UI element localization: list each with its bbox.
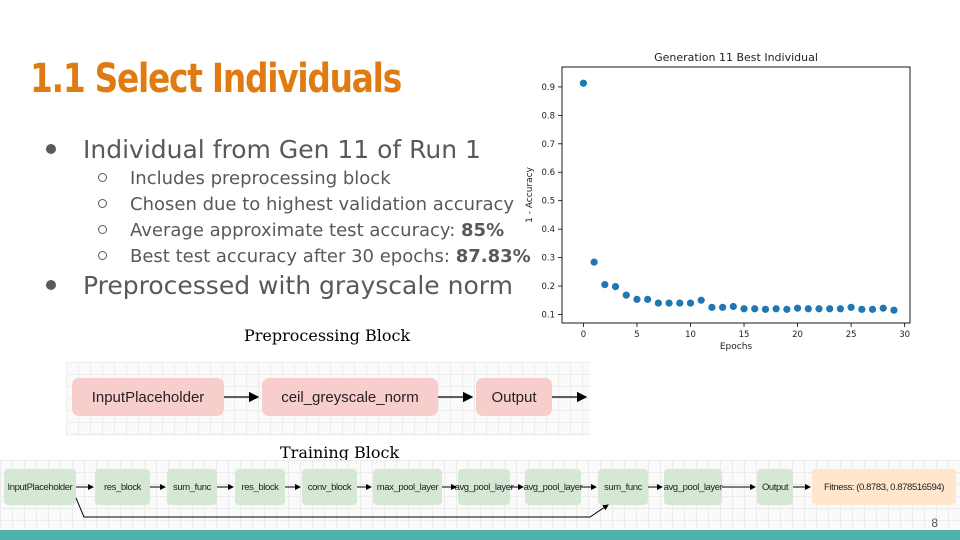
sub-bullet-best-accuracy: Best test accuracy after 30 epochs: 87.8… xyxy=(98,246,531,267)
sub-bullet-avg-accuracy: Average approximate test accuracy: 85% xyxy=(98,220,504,241)
data-point xyxy=(644,295,652,303)
training-node-input: InputPlaceholder xyxy=(4,469,76,505)
sub-bullet-ring xyxy=(98,224,107,234)
preprocessing-node-greyscale-norm: ceil_greyscale_norm xyxy=(262,378,438,416)
x-tick-label: 25 xyxy=(846,330,857,340)
data-point xyxy=(729,302,737,311)
best-accuracy-value: 87.83% xyxy=(455,246,531,267)
preprocessing-block-label: Preprocessing Block xyxy=(244,326,411,345)
data-point xyxy=(676,299,684,307)
data-point xyxy=(579,79,588,87)
training-node-avg-pool: avg_pool_layer xyxy=(455,469,514,505)
chart-title: Generation 11 Best Individual xyxy=(654,51,818,64)
data-point xyxy=(601,281,609,289)
data-point xyxy=(686,299,695,307)
preprocessing-node-output: Output xyxy=(476,378,552,416)
training-node-fitness: Fitness: (0.8783, 0.878516594) xyxy=(812,469,956,505)
slide-title: 1.1 Select Individuals xyxy=(30,56,402,102)
x-tick-label: 5 xyxy=(634,330,639,340)
data-point xyxy=(879,304,887,312)
data-point xyxy=(847,303,855,311)
training-node-output: Output xyxy=(757,469,793,505)
skip-connection-arrow xyxy=(75,497,609,518)
bullet-dot xyxy=(46,280,56,290)
data-point xyxy=(611,282,620,291)
preprocessing-node-input: InputPlaceholder xyxy=(72,378,224,416)
y-tick-label: 0.9 xyxy=(541,83,555,93)
data-point xyxy=(890,306,898,314)
data-point xyxy=(793,304,802,312)
data-point xyxy=(633,295,641,303)
data-point xyxy=(665,299,673,307)
x-tick-label: 15 xyxy=(739,330,750,340)
sub-bullet-ring xyxy=(98,198,107,208)
data-point xyxy=(719,303,727,311)
y-tick-label: 0.1 xyxy=(541,310,555,320)
training-node-avg-pool: avg_pool_layer xyxy=(524,469,583,505)
data-point xyxy=(783,305,791,313)
data-point xyxy=(804,305,812,313)
y-tick-label: 0.5 xyxy=(541,197,555,207)
bullet-dot xyxy=(46,144,56,154)
training-node-conv-block: conv_block xyxy=(302,469,357,505)
training-node-sum-func: sum_func xyxy=(167,469,217,505)
plot-frame xyxy=(561,66,911,324)
accuracy-scatter-chart: Generation 11 Best Individual 0 5 10 15 20 25 3… xyxy=(525,51,911,352)
x-tick-label: 0 xyxy=(581,330,586,340)
training-node-avg-pool: avg_pool_layer xyxy=(664,469,723,505)
data-point xyxy=(761,305,770,313)
data-point xyxy=(858,305,866,313)
y-tick-label: 0.4 xyxy=(541,225,555,235)
sub-bullet-validation: Chosen due to highest validation accurac… xyxy=(98,194,514,215)
data-point xyxy=(708,303,716,311)
y-tick-label: 0.6 xyxy=(541,168,555,178)
y-tick-label: 0.2 xyxy=(541,282,555,292)
data-point xyxy=(836,305,844,313)
data-point xyxy=(622,291,630,299)
bullet-individual: Individual from Gen 11 of Run 1 xyxy=(46,135,481,164)
page-number: 8 xyxy=(931,516,938,530)
bullet-grayscale: Preprocessed with grayscale norm xyxy=(46,271,513,300)
y-tick-label: 0.8 xyxy=(541,111,555,121)
y-tick-label: 0.7 xyxy=(541,140,555,150)
training-block-label: Training Block xyxy=(280,443,400,462)
data-point xyxy=(815,305,823,313)
y-tick-label: 0.3 xyxy=(541,254,555,264)
data-point xyxy=(751,305,759,313)
data-point xyxy=(740,305,748,313)
data-point xyxy=(590,258,598,266)
x-tick-label: 10 xyxy=(685,330,696,340)
data-point xyxy=(772,305,780,313)
y-axis-label: 1 - Accuracy xyxy=(525,166,535,222)
training-node-res-block: res_block xyxy=(235,469,285,505)
sub-bullet-ring xyxy=(98,172,107,182)
avg-accuracy-value: 85% xyxy=(461,220,505,241)
data-point xyxy=(654,299,662,307)
training-node-res-block: res_block xyxy=(95,469,150,505)
training-node-sum-func: sum_func xyxy=(598,469,648,505)
x-tick-label: 20 xyxy=(792,330,803,340)
data-point xyxy=(826,305,834,313)
sub-bullet-preprocessing: Includes preprocessing block xyxy=(98,168,391,189)
x-tick-label: 30 xyxy=(899,330,910,340)
sub-bullet-ring xyxy=(98,250,107,260)
training-node-max-pool: max_pool_layer xyxy=(373,469,442,505)
footer-accent-bar xyxy=(0,530,960,540)
data-point xyxy=(697,296,705,304)
data-point xyxy=(868,305,877,313)
x-axis-label: Epochs xyxy=(720,342,753,352)
